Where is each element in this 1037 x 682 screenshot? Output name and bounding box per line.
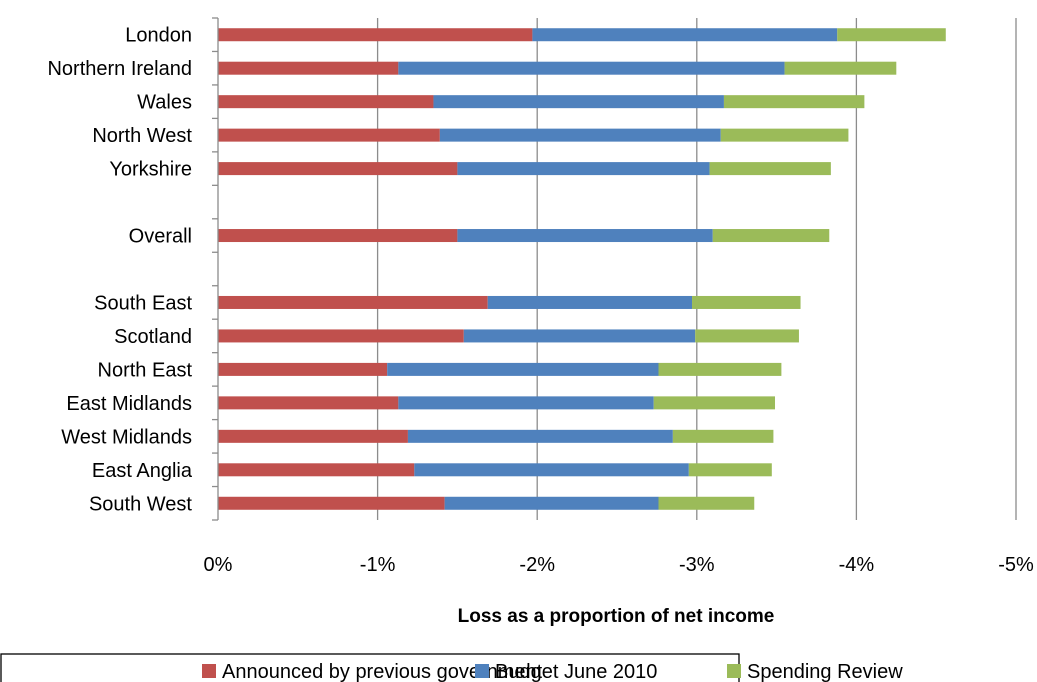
gridlines xyxy=(376,18,1017,520)
bar-segment xyxy=(692,295,801,309)
bar-segment xyxy=(658,362,782,376)
bar-segment xyxy=(487,295,693,309)
bar-segment xyxy=(218,463,415,477)
bar-segment xyxy=(439,128,721,142)
bar-segment xyxy=(218,61,399,75)
bar-segment xyxy=(672,429,774,443)
x-tick-label: 0% xyxy=(204,554,233,576)
bar-segment xyxy=(784,61,897,75)
bar-segment xyxy=(218,162,458,176)
category-label: Northern Ireland xyxy=(47,58,192,80)
bar-segment xyxy=(218,362,388,376)
bar-segment xyxy=(720,128,849,142)
x-tick-labels: 0% -1% -2% -3% -4% -5% xyxy=(204,554,1034,576)
bar-segment xyxy=(457,229,713,243)
category-label: North East xyxy=(98,359,193,381)
category-labels: London Northern Ireland Wales North West Yor… xyxy=(47,25,192,516)
bar-segment xyxy=(532,28,838,42)
bar-segment xyxy=(712,229,830,243)
bar-segment xyxy=(407,429,673,443)
bar-segment xyxy=(387,362,659,376)
x-tick-label: -4% xyxy=(839,554,875,576)
bar-segment xyxy=(723,95,865,109)
bar-segment xyxy=(218,95,434,109)
bar-segment xyxy=(653,396,776,410)
category-label: London xyxy=(125,25,192,47)
bar-segment xyxy=(688,463,772,477)
bar-segment xyxy=(218,28,533,42)
bar-segment xyxy=(463,329,696,343)
category-label: South West xyxy=(89,493,192,515)
bars xyxy=(218,28,946,510)
bar-segment xyxy=(658,496,755,510)
x-tick-label: -2% xyxy=(519,554,555,576)
bar-segment xyxy=(414,463,689,477)
category-label: South East xyxy=(94,292,192,314)
bar-segment xyxy=(218,128,440,142)
category-label: Scotland xyxy=(114,326,192,348)
x-tick-label: -5% xyxy=(998,554,1034,576)
legend-swatch xyxy=(475,664,489,678)
bar-segment xyxy=(457,162,710,176)
axes xyxy=(212,17,219,521)
legend-label: Budget June 2010 xyxy=(495,661,657,682)
bar-segment xyxy=(218,229,458,243)
category-label: West Midlands xyxy=(61,426,192,448)
category-label: Yorkshire xyxy=(109,159,192,181)
bar-segment xyxy=(398,396,654,410)
bar-segment xyxy=(218,329,464,343)
bar-segment xyxy=(444,496,659,510)
bar-segment xyxy=(709,162,831,176)
bar-segment xyxy=(218,496,445,510)
category-label: East Anglia xyxy=(92,460,193,482)
legend-label: Spending Review xyxy=(747,661,903,682)
category-label: East Midlands xyxy=(66,393,192,415)
x-axis-title: Loss as a proportion of net income xyxy=(458,606,775,627)
category-label: Overall xyxy=(129,226,192,248)
bar-segment xyxy=(218,396,399,410)
legend-swatch xyxy=(202,664,216,678)
category-label: North West xyxy=(92,125,192,147)
x-tick-label: -1% xyxy=(360,554,396,576)
legend-swatch xyxy=(727,664,741,678)
legend-label: Announced by previous government xyxy=(222,661,543,682)
bar-segment xyxy=(398,61,785,75)
category-label: Wales xyxy=(137,92,192,114)
bar-segment xyxy=(218,295,488,309)
x-tick-label: -3% xyxy=(679,554,715,576)
bar-segment xyxy=(433,95,724,109)
bar-segment xyxy=(218,429,408,443)
bar-segment xyxy=(837,28,946,42)
bar-segment xyxy=(695,329,799,343)
